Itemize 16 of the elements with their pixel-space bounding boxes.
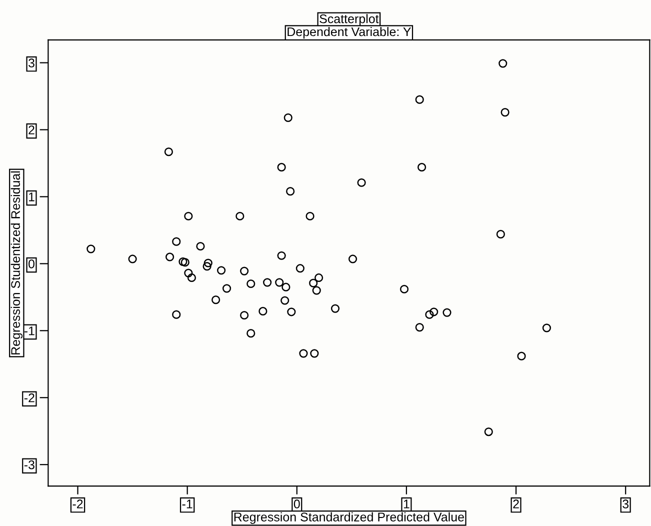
y-tick-label: -2 xyxy=(24,393,34,402)
y-tick-label: 1 xyxy=(28,192,34,202)
y-axis-title: Regression Studentized Residual xyxy=(10,171,22,354)
x-tick-label: 2 xyxy=(513,500,519,508)
y-tick-label: 2 xyxy=(28,126,34,134)
x-tick-label: 1 xyxy=(404,500,410,508)
chart-title: Scatterplot xyxy=(320,14,379,26)
x-tick-label: 0 xyxy=(294,500,300,508)
chart-subtitle: Dependent Variable: Y xyxy=(288,26,411,39)
x-tick-label: -1 xyxy=(182,500,192,508)
x-axis-title: Regression Standardized Predicted Value xyxy=(234,512,464,524)
y-tick-label: -3 xyxy=(24,460,34,470)
y-tick-label: 0 xyxy=(28,259,34,268)
x-tick-label: 3 xyxy=(622,500,629,508)
y-tick-label: 3 xyxy=(28,58,34,68)
x-tick-label: -2 xyxy=(72,500,83,508)
